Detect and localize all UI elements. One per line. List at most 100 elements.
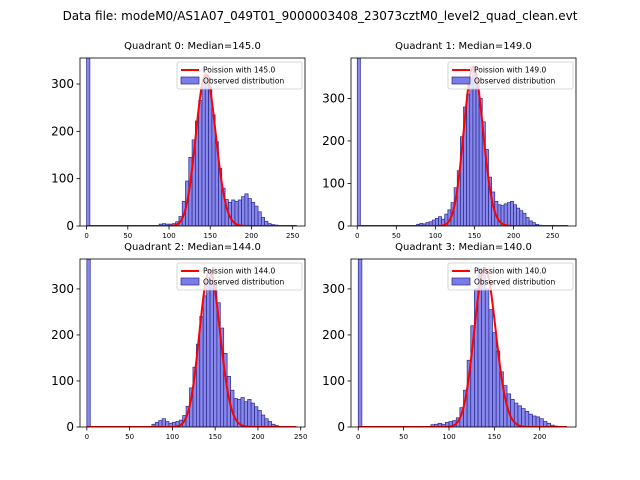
- axes-frame: [79, 57, 306, 227]
- y-tick-label: 0: [337, 420, 345, 434]
- histogram-bar: [86, 259, 91, 427]
- histogram-bar: [244, 193, 249, 226]
- histogram-bar: [202, 295, 207, 427]
- histogram-bar: [208, 87, 213, 226]
- histogram-bar: [513, 204, 517, 226]
- histogram-bar: [204, 74, 209, 226]
- y-tick-label: 200: [51, 328, 74, 342]
- poisson-curve: [86, 73, 297, 226]
- x-tick-label: 150: [488, 433, 501, 441]
- histogram-bar: [488, 309, 493, 427]
- x-tick-label: 150: [468, 232, 481, 240]
- legend-bar-label: Observed distribution: [203, 77, 284, 86]
- poisson-curve: [86, 269, 297, 427]
- quadrant-3-plot-area: [357, 259, 567, 427]
- histogram-bar: [481, 274, 486, 427]
- histogram-bar: [241, 196, 246, 226]
- legend-box: [176, 61, 303, 90]
- quadrant-1-chart: 0 100 200 300 0 50 100 150 200 250 Quadrant 1: Med…: [322, 41, 577, 240]
- x-tick-label: 200: [533, 433, 546, 441]
- legend: Poission with 140.0 Observed distribution: [447, 262, 574, 291]
- legend-bar-swatch: [180, 76, 200, 85]
- histogram-bar: [206, 277, 211, 427]
- histogram-bar: [254, 205, 259, 226]
- quadrant-0-plot-area: [86, 58, 297, 226]
- axes-frame: [79, 258, 306, 428]
- histogram-bar: [201, 81, 206, 226]
- histogram-bar: [86, 58, 91, 226]
- histogram-bar: [510, 200, 514, 226]
- quadrant-2-chart: 0 100 200 300 0 50 100 150 200 250 Quadrant 2: Med…: [51, 242, 307, 441]
- histogram-bar: [161, 418, 166, 427]
- legend-line-label: Poission with 140.0: [474, 267, 547, 276]
- histogram-bar: [516, 207, 521, 226]
- y-tick-label: 200: [322, 328, 345, 342]
- histogram-bar: [264, 418, 269, 427]
- x-tick-label: 0: [355, 232, 359, 240]
- y-tick-label: 300: [322, 91, 345, 105]
- histogram-bar: [469, 76, 474, 226]
- quadrant-3-chart: 0 100 200 300 0 50 100 150 200 Quadrant 3: Median…: [322, 242, 577, 441]
- axes-frame: [350, 57, 577, 227]
- histogram-bar: [250, 402, 255, 427]
- histogram-bar: [484, 288, 490, 427]
- y-tick-label: 0: [66, 420, 74, 434]
- histogram-bar: [524, 411, 530, 427]
- legend-line-label: Poission with 144.0: [203, 267, 276, 276]
- x-tick-label: 100: [166, 433, 179, 441]
- histogram-bar: [517, 405, 522, 427]
- y-tick-label: 200: [51, 124, 74, 138]
- histogram-bar: [260, 217, 265, 226]
- legend-bar-swatch: [451, 76, 471, 85]
- histogram-bar: [257, 211, 262, 226]
- figure-title: Data file: modeM0/AS1A07_049T01_90000034…: [63, 9, 578, 23]
- x-tick-label: 100: [162, 232, 175, 240]
- y-tick-label: 100: [51, 172, 74, 186]
- x-tick-label: 0: [85, 433, 89, 441]
- x-tick-label: 150: [204, 232, 217, 240]
- poisson-curve: [358, 267, 567, 427]
- histogram-bar: [356, 58, 361, 226]
- legend-bar-label: Observed distribution: [474, 278, 555, 287]
- x-tick-label: 50: [123, 232, 132, 240]
- histogram-bar: [492, 332, 497, 427]
- x-tick-label: 200: [507, 232, 520, 240]
- legend-line-label: Poission with 149.0: [474, 66, 547, 75]
- y-tick-label: 100: [51, 374, 74, 388]
- quadrant-2-plot-area: [86, 259, 297, 427]
- legend: Poission with 144.0 Observed distribution: [176, 262, 303, 291]
- x-tick-label: 100: [429, 232, 442, 240]
- x-tick-label: 250: [286, 232, 299, 240]
- poisson-curve: [357, 65, 569, 226]
- histogram-bar: [198, 100, 203, 226]
- histogram-bar: [209, 270, 214, 427]
- y-tick-label: 300: [51, 282, 74, 296]
- x-tick-label: 50: [125, 433, 134, 441]
- x-tick-label: 50: [392, 232, 401, 240]
- legend-box: [176, 262, 303, 291]
- histogram-bar: [247, 399, 252, 427]
- x-tick-label: 200: [245, 232, 258, 240]
- histogram-bar: [519, 210, 524, 226]
- histogram-bar: [472, 66, 477, 226]
- histogram-bar: [466, 93, 471, 226]
- x-tick-label: 50: [399, 433, 408, 441]
- legend-box: [447, 262, 574, 291]
- axes-frame: [350, 258, 577, 428]
- legend: Poission with 149.0 Observed distribution: [447, 61, 574, 90]
- x-tick-label: 0: [84, 232, 88, 240]
- legend-bar-swatch: [451, 277, 471, 286]
- histogram-bar: [475, 81, 480, 226]
- histogram-bar: [438, 216, 442, 226]
- histogram-bar: [435, 217, 439, 226]
- y-tick-label: 300: [51, 77, 74, 91]
- histogram-bar: [535, 416, 541, 427]
- quadrant-0-chart: 0 100 200 300 0 50 100 150 200 250 Quadrant 0: Med…: [51, 41, 306, 240]
- histogram-bar: [261, 414, 266, 427]
- histogram-bar: [254, 406, 259, 427]
- histogram-bar: [539, 418, 544, 427]
- x-tick-label: 0: [356, 433, 360, 441]
- histogram-bar: [357, 259, 363, 427]
- y-tick-label: 200: [322, 134, 345, 148]
